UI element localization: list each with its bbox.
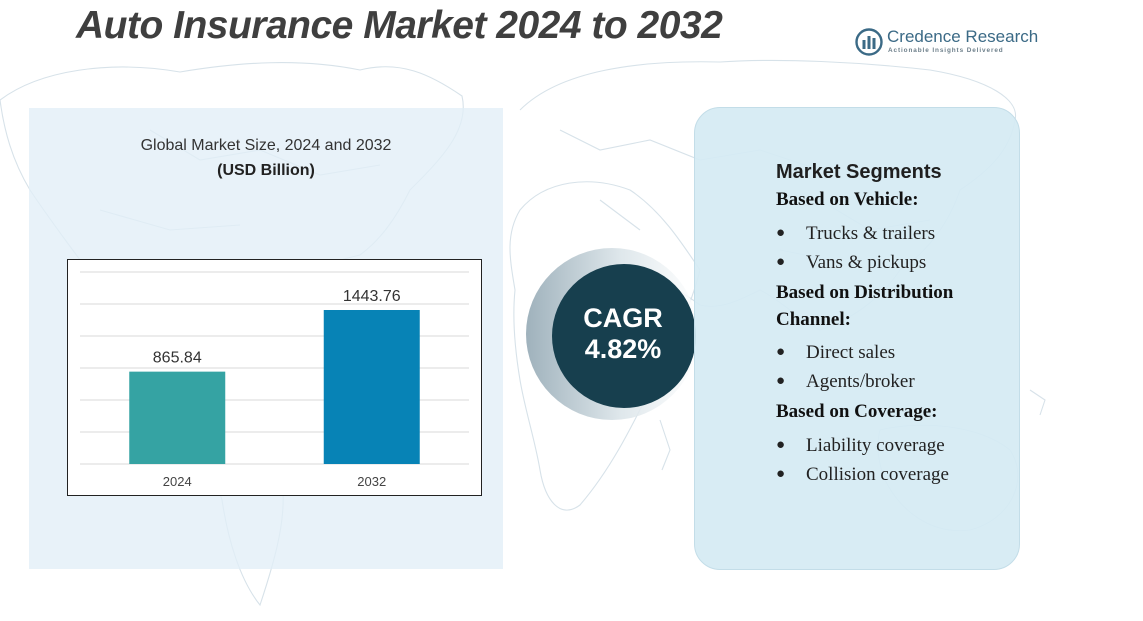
- logo-tagline: Actionable Insights Delivered: [888, 47, 1004, 54]
- segment-item: ● Vans & pickups: [776, 252, 927, 273]
- cagr-label: CAGR: [583, 303, 663, 333]
- segment-item: ● Direct sales: [776, 342, 896, 363]
- cagr-value: 4.82%: [584, 334, 662, 364]
- bullet-icon: ●: [776, 254, 786, 270]
- cagr-badge: CAGR 4.82%: [553, 303, 693, 365]
- bullet-icon: ●: [776, 437, 786, 453]
- logo-name: Credence Research: [887, 27, 1039, 46]
- segment-item: ● Liability coverage: [776, 435, 945, 456]
- chart-subtitle: Global Market Size, 2024 and 2032: [140, 137, 392, 154]
- bullet-icon: ●: [776, 344, 786, 360]
- market-segments-panel: [694, 107, 1020, 570]
- x-tick-label: 2024: [163, 474, 192, 489]
- segment-heading-coverage: Based on Coverage:: [776, 401, 938, 422]
- segment-heading-vehicle: Based on Vehicle:: [776, 189, 919, 210]
- bar-chart: 865.84 2024 1443.76 2032: [67, 259, 482, 496]
- cagr-circle: [552, 264, 696, 408]
- data-label: 1443.76: [343, 288, 401, 305]
- bar-2032: [323, 309, 420, 464]
- segments-title: Market Segments: [776, 161, 942, 183]
- segment-item: ● Collision coverage: [776, 464, 949, 485]
- credence-logo-icon: [855, 28, 883, 56]
- bar-chart-canvas: 865.84 2024 1443.76 2032: [80, 271, 469, 489]
- page-title: Auto Insurance Market 2024 to 2032: [76, 4, 723, 47]
- chart-unit: (USD Billion): [217, 162, 315, 179]
- company-logo: Credence Research Actionable Insights De…: [855, 26, 1045, 60]
- bullet-icon: ●: [776, 225, 786, 241]
- segment-heading-distribution: Based on Distribution Channel:: [776, 282, 954, 330]
- segment-item: ● Agents/broker: [776, 371, 915, 392]
- bar-2024: [129, 371, 226, 464]
- bullet-icon: ●: [776, 373, 786, 389]
- bullet-icon: ●: [776, 466, 786, 482]
- segment-item: ● Trucks & trailers: [776, 223, 936, 244]
- cagr-ring: [526, 248, 698, 420]
- data-label: 865.84: [153, 350, 202, 367]
- x-tick-label: 2032: [357, 474, 386, 489]
